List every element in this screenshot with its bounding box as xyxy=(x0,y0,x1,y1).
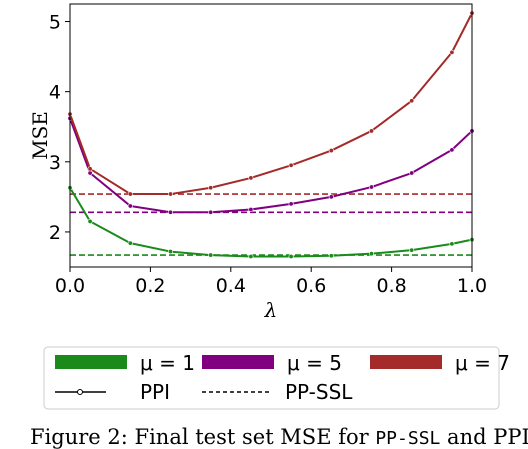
legend-label: PP-SSL xyxy=(285,380,353,404)
y-tick-label: 4 xyxy=(49,82,61,104)
data-point xyxy=(208,252,214,258)
data-point xyxy=(449,241,455,247)
y-tick-label: 2 xyxy=(49,222,61,244)
data-point xyxy=(449,49,455,55)
x-tick-label: 0.6 xyxy=(296,275,326,297)
legend-marker xyxy=(77,389,83,395)
data-point xyxy=(87,170,93,176)
data-point xyxy=(208,185,214,191)
x-tick-label: 0.4 xyxy=(216,275,246,297)
caption-prefix: Figure 2: Final test set MSE for xyxy=(30,425,376,449)
legend: μ = 1 μ = 5 μ = 7 PPI PP-SSL xyxy=(43,346,510,410)
series-line xyxy=(69,187,473,258)
data-point xyxy=(328,253,334,259)
legend-swatch xyxy=(202,355,274,369)
baseline-layer xyxy=(70,193,472,256)
legend-label: μ = 1 xyxy=(140,351,195,375)
legend-swatch xyxy=(55,355,127,369)
data-point xyxy=(328,148,334,154)
data-point xyxy=(368,128,374,134)
data-point xyxy=(368,184,374,190)
data-point xyxy=(127,240,133,246)
data-point xyxy=(409,170,415,176)
caption-code: PP-SSL xyxy=(375,428,441,449)
data-point xyxy=(409,98,415,104)
data-point xyxy=(409,247,415,253)
x-tick-label: 0.0 xyxy=(55,275,85,297)
caption-middle: and PPI xyxy=(440,425,528,449)
figure-caption: Figure 2: Final test set MSE for PP-SSL … xyxy=(30,425,528,449)
data-point xyxy=(328,194,334,200)
data-point xyxy=(168,209,174,215)
data-point xyxy=(168,249,174,255)
x-tick-label: 1.0 xyxy=(457,275,487,297)
y-axis-label: MSE xyxy=(28,111,52,160)
data-point xyxy=(87,218,93,224)
legend-swatch xyxy=(370,355,442,369)
data-point xyxy=(288,201,294,207)
data-point xyxy=(449,147,455,153)
x-tick-label: 0.8 xyxy=(376,275,406,297)
y-tick-label: 5 xyxy=(49,12,61,34)
legend-label: μ = 7 xyxy=(455,351,510,375)
axes-frame xyxy=(69,3,473,268)
series-line xyxy=(69,12,473,196)
data-point xyxy=(168,191,174,197)
data-point xyxy=(248,253,254,259)
data-point xyxy=(288,253,294,259)
data-point xyxy=(248,175,254,181)
ticks: 0.0 0.2 0.4 0.6 0.8 1.0 2 3 4 5 xyxy=(49,12,487,297)
legend-label: μ = 5 xyxy=(287,351,342,375)
series-layer xyxy=(67,10,475,259)
legend-label: PPI xyxy=(140,380,170,404)
data-point xyxy=(248,206,254,212)
series-line xyxy=(69,117,473,214)
x-axis-label: λ xyxy=(264,298,278,322)
x-tick-label: 0.2 xyxy=(135,275,165,297)
data-point xyxy=(288,162,294,168)
data-point xyxy=(127,203,133,209)
y-tick-label: 3 xyxy=(49,152,61,174)
axes xyxy=(69,3,473,268)
data-point xyxy=(127,191,133,197)
data-point xyxy=(368,251,374,257)
data-point xyxy=(208,209,214,215)
data-point xyxy=(87,166,93,172)
